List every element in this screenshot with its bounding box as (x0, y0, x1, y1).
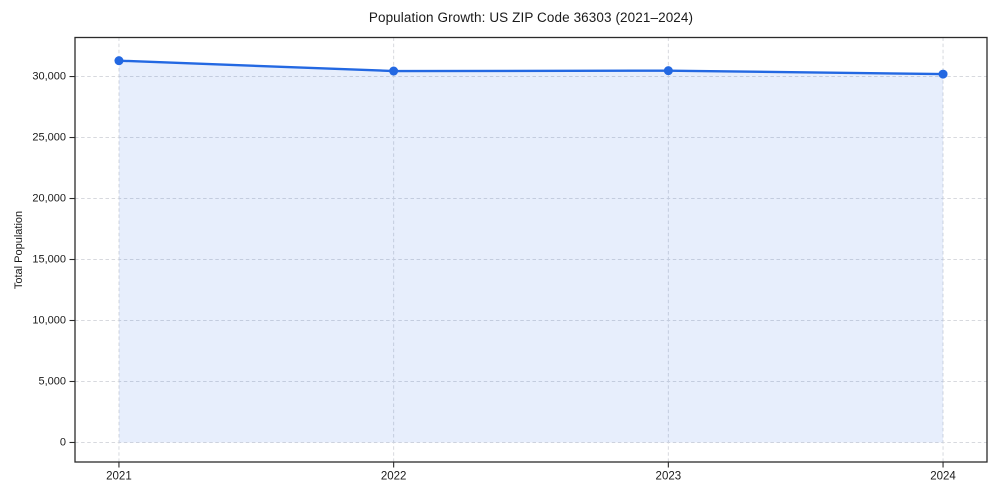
data-point (663, 66, 673, 76)
data-point (389, 66, 399, 76)
area-fill (118, 60, 944, 443)
y-tick-label: 20,000 (32, 192, 66, 204)
data-point (114, 56, 124, 66)
x-tick-label: 2021 (106, 471, 132, 483)
plot-frame (74, 36, 988, 463)
data-point (938, 69, 948, 79)
x-tick-label: 2023 (656, 471, 682, 483)
y-tick-label: 15,000 (32, 253, 66, 265)
data-line (117, 59, 945, 76)
y-tick-label: 25,000 (32, 131, 66, 143)
y-tick-label: 10,000 (32, 314, 66, 326)
x-tick-label: 2024 (930, 471, 956, 483)
y-tick-label: 5,000 (38, 375, 66, 387)
y-tick-label: 0 (60, 436, 66, 448)
x-tick-label: 2022 (381, 471, 407, 483)
y-tick-label: 30,000 (32, 70, 66, 82)
chart-title: Population Growth: US ZIP Code 36303 (20… (368, 10, 694, 25)
